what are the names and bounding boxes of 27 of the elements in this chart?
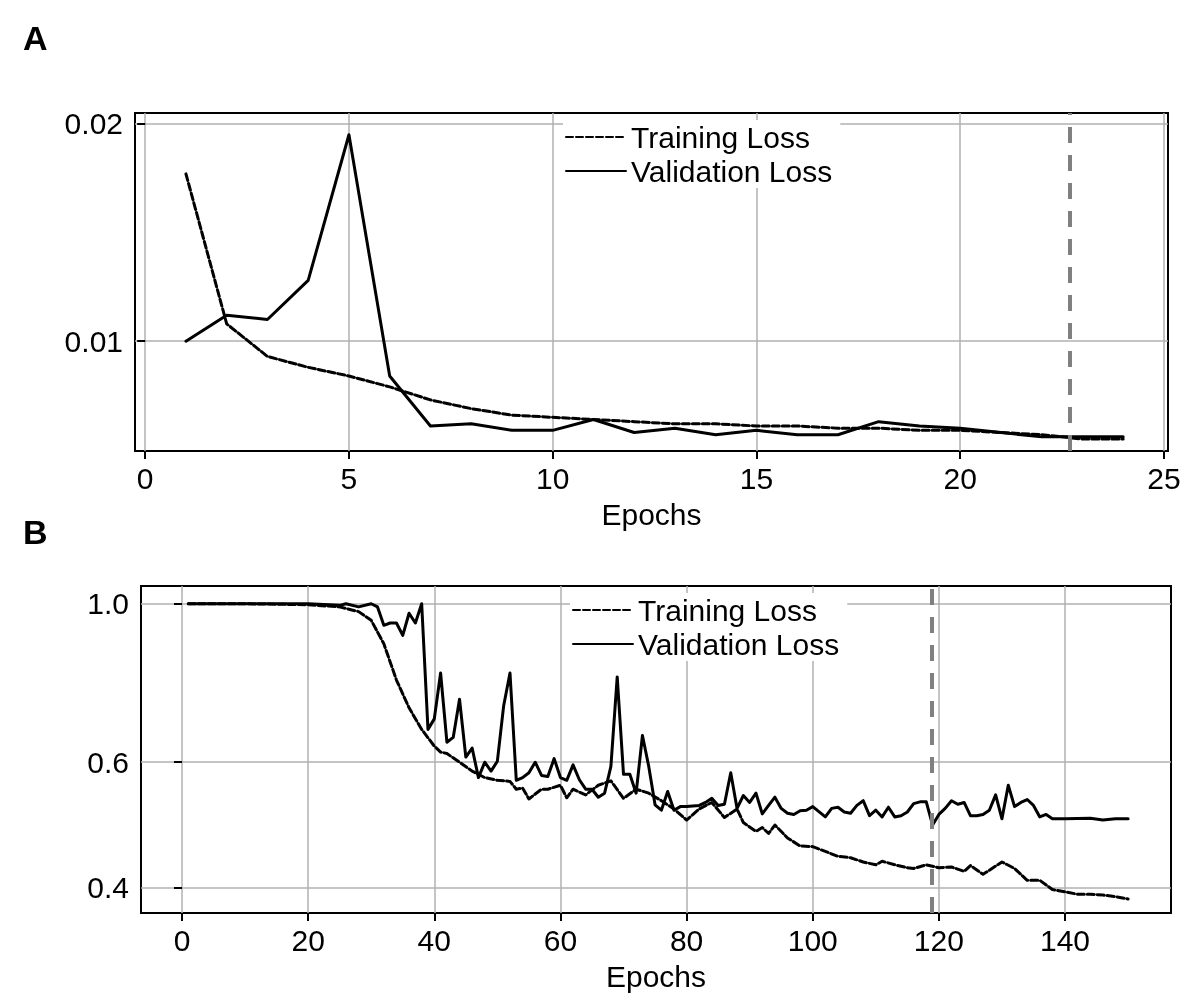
x-tick-label: 10 (535, 461, 570, 495)
x-tick-label: 100 (787, 923, 838, 957)
chart-title: B (23, 513, 48, 551)
x-axis-title: Epochs (601, 497, 702, 531)
x-axis-title: Epochs (605, 959, 707, 993)
x-tick-label: 20 (291, 923, 325, 957)
y-tick-label: 0.01 (64, 324, 123, 358)
y-tick-label: 0.4 (87, 871, 129, 905)
legend-label: Training Loss (631, 120, 810, 154)
x-tick-label: 60 (543, 923, 578, 957)
legend-label: Validation Loss (638, 627, 840, 661)
x-tick-label: 25 (1147, 461, 1181, 495)
chart-title: A (23, 19, 48, 57)
y-tick-label: 0.02 (64, 107, 123, 141)
x-tick-label: 15 (739, 461, 774, 495)
x-tick-label: 80 (669, 923, 704, 957)
y-tick-label: 0.6 (87, 745, 129, 779)
x-tick-label: 0 (136, 461, 154, 495)
x-tick-label: 20 (943, 461, 977, 495)
x-tick-label: 5 (340, 461, 358, 495)
y-tick-label: 1.0 (87, 587, 129, 621)
legend-label: Validation Loss (631, 154, 833, 188)
legend-label: Training Loss (638, 593, 817, 627)
x-tick-label: 140 (1040, 923, 1091, 957)
x-tick-label: 40 (417, 923, 451, 957)
x-tick-label: 0 (173, 923, 191, 957)
x-tick-label: 120 (913, 923, 964, 957)
